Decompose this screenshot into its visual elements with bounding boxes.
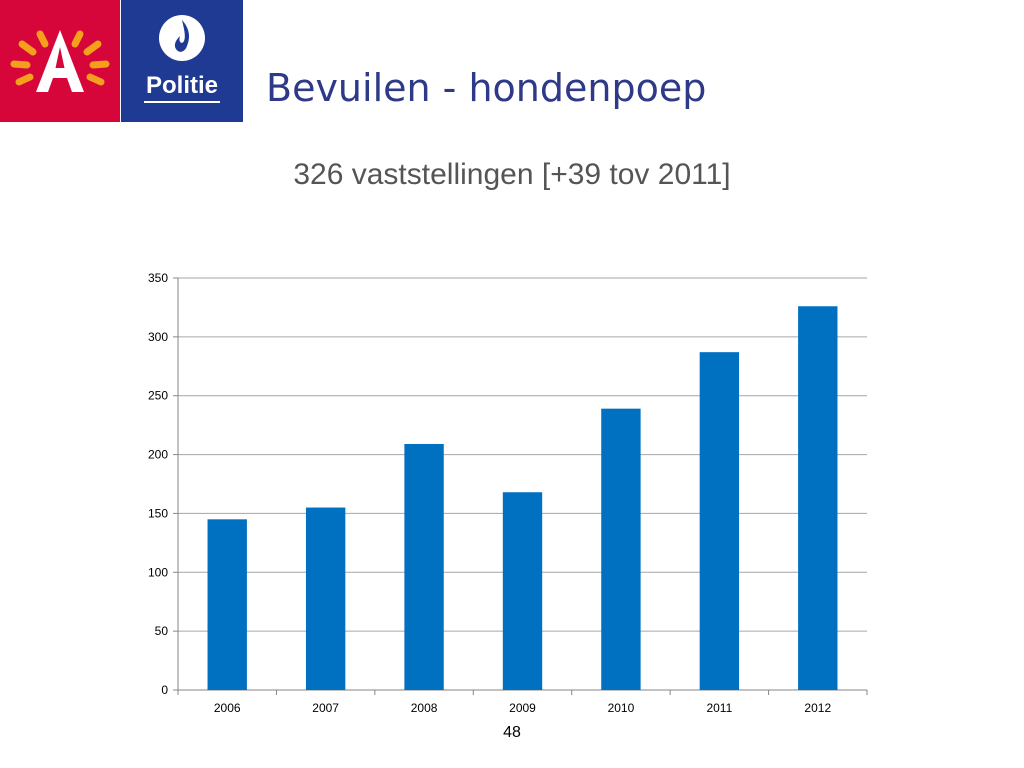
slide-title: Bevuilen - hondenpoep — [266, 66, 707, 110]
x-tick-label: 2011 — [706, 701, 732, 715]
bar — [699, 352, 740, 690]
bar-chart: 0 50 100 150 200 250 300 350 2006 2007 2008 2009 201… — [148, 271, 868, 715]
y-tick-label: 300 — [148, 330, 168, 344]
y-tick-label: 250 — [148, 389, 168, 403]
antwerpen-logo — [0, 0, 120, 122]
politie-logo-text: Politie — [145, 72, 218, 99]
page-number: 48 — [503, 724, 521, 741]
y-tick-label: 100 — [148, 565, 168, 579]
bar — [207, 519, 247, 690]
y-tick-label: 350 — [148, 271, 168, 285]
bar — [404, 443, 444, 690]
bar — [601, 408, 641, 690]
y-tick-label: 150 — [148, 506, 168, 520]
flame-icon — [159, 15, 205, 61]
slide-subtitle: 326 vaststellingen [+39 tov 2011] — [293, 158, 731, 191]
x-tick-label: 2007 — [312, 701, 339, 715]
y-tick-label: 0 — [161, 683, 168, 697]
x-tick-label: 2008 — [411, 701, 438, 715]
y-tick-label: 200 — [148, 448, 168, 462]
politie-logo: Politie — [121, 0, 243, 122]
x-tick-label: 2012 — [804, 701, 831, 715]
bar — [305, 507, 346, 690]
x-tick-label: 2009 — [509, 701, 536, 715]
politie-logo-underline — [144, 101, 220, 103]
x-tick-label: 2006 — [214, 701, 241, 715]
y-tick-label: 50 — [155, 624, 169, 638]
x-tick-label: 2010 — [608, 701, 635, 715]
bar — [798, 306, 838, 690]
bar — [502, 492, 543, 690]
